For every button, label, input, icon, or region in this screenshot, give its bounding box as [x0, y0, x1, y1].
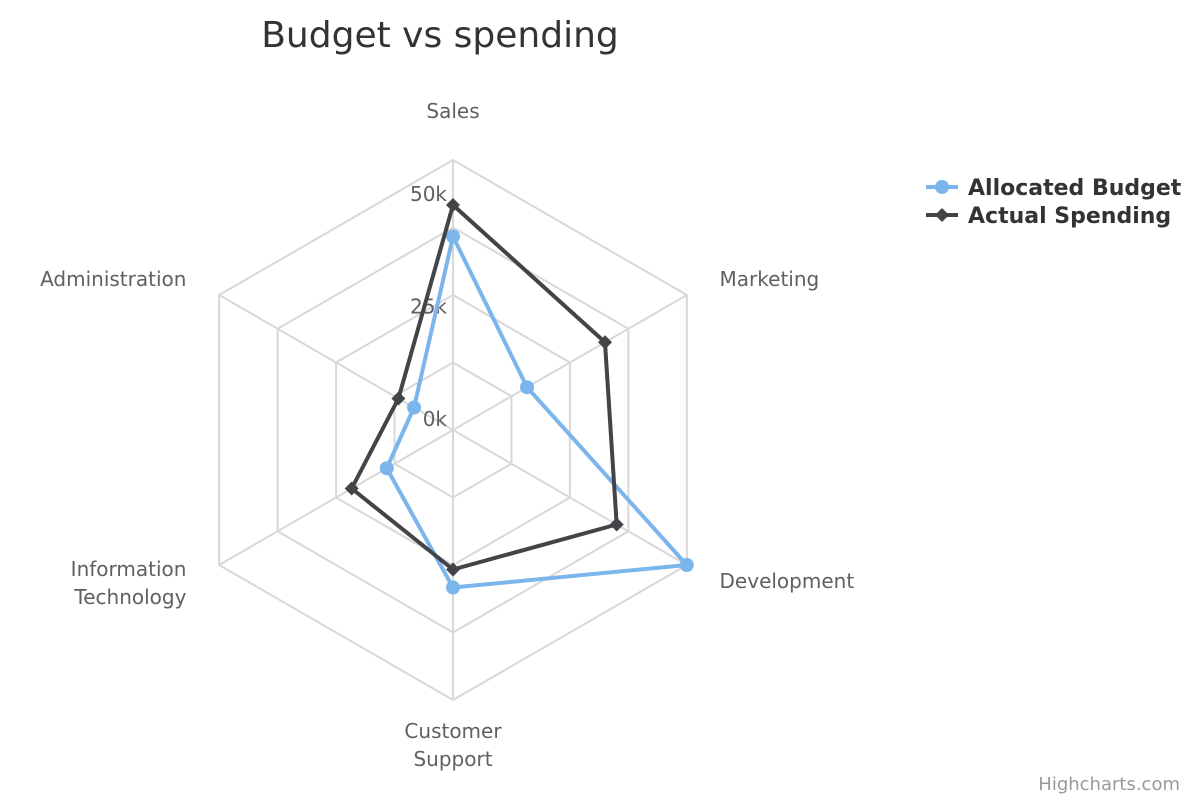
data-point[interactable] [379, 461, 394, 476]
data-point[interactable] [391, 391, 406, 406]
legend-marker [935, 208, 949, 222]
category-label: Development [720, 569, 855, 593]
grid-spoke [452, 294, 688, 431]
data-point[interactable] [344, 481, 359, 496]
data-point[interactable] [446, 580, 460, 595]
data-point[interactable] [679, 558, 694, 572]
data-point[interactable] [407, 400, 422, 415]
credits-link[interactable]: Highcharts.com [1038, 774, 1180, 795]
legend[interactable]: Allocated Budget Actual Spending [926, 176, 1182, 229]
legend-item[interactable]: Actual Spending [926, 204, 1171, 229]
radar-grid [218, 158, 688, 702]
chart-title: Budget vs spending [261, 15, 619, 56]
series-allocated-budget[interactable] [379, 229, 694, 595]
series-line [349, 203, 619, 572]
y-tick-label: 0k [423, 407, 448, 431]
legend-label: Actual Spending [968, 204, 1171, 229]
data-point[interactable] [609, 517, 624, 532]
grid-spoke [452, 429, 688, 566]
legend-label: Allocated Budget [968, 176, 1182, 201]
grid-spoke [218, 429, 454, 566]
y-tick-label: 50k [410, 182, 447, 206]
category-label: Customer Support [404, 719, 502, 771]
data-point[interactable] [446, 198, 460, 212]
legend-item[interactable]: Allocated Budget [926, 176, 1182, 201]
category-label: Marketing [720, 267, 820, 291]
data-point[interactable] [446, 562, 460, 577]
data-point[interactable] [597, 335, 612, 350]
category-label: Information Technology [71, 557, 187, 609]
category-label: Administration [40, 267, 186, 291]
legend-marker [935, 180, 949, 194]
category-labels: Sales Marketing Development Customer Support… [40, 99, 854, 771]
data-point[interactable] [520, 380, 535, 395]
series-actual-spending[interactable] [344, 198, 624, 577]
category-label: Sales [426, 99, 479, 123]
data-point[interactable] [446, 229, 460, 244]
series-layer [344, 198, 694, 595]
